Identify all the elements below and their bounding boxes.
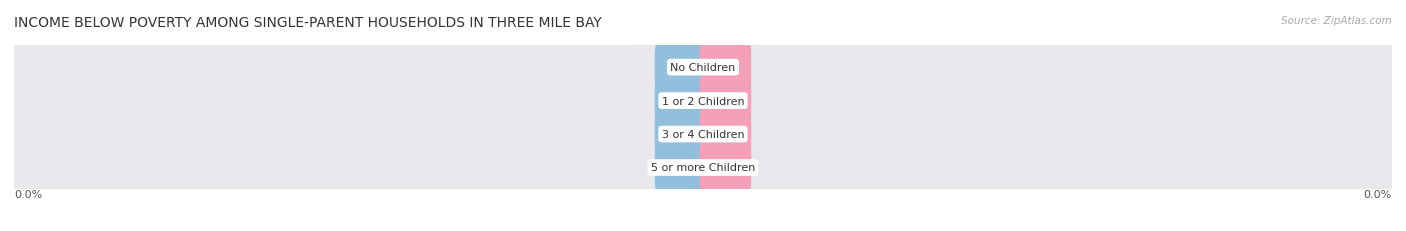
Text: 1 or 2 Children: 1 or 2 Children bbox=[662, 96, 744, 106]
Text: 0.0%: 0.0% bbox=[666, 130, 695, 140]
FancyBboxPatch shape bbox=[700, 108, 751, 161]
FancyBboxPatch shape bbox=[700, 141, 751, 195]
Text: 5 or more Children: 5 or more Children bbox=[651, 163, 755, 173]
FancyBboxPatch shape bbox=[4, 105, 1402, 230]
FancyBboxPatch shape bbox=[4, 72, 1402, 197]
Text: 0.0%: 0.0% bbox=[666, 163, 695, 173]
FancyBboxPatch shape bbox=[655, 75, 706, 128]
FancyBboxPatch shape bbox=[700, 41, 751, 94]
FancyBboxPatch shape bbox=[655, 41, 706, 94]
Text: No Children: No Children bbox=[671, 63, 735, 73]
FancyBboxPatch shape bbox=[655, 108, 706, 161]
Text: INCOME BELOW POVERTY AMONG SINGLE-PARENT HOUSEHOLDS IN THREE MILE BAY: INCOME BELOW POVERTY AMONG SINGLE-PARENT… bbox=[14, 16, 602, 30]
FancyBboxPatch shape bbox=[4, 39, 1402, 164]
Text: 0.0%: 0.0% bbox=[711, 96, 740, 106]
Text: 0.0%: 0.0% bbox=[666, 96, 695, 106]
Text: 0.0%: 0.0% bbox=[14, 189, 42, 199]
Text: 0.0%: 0.0% bbox=[711, 130, 740, 140]
Text: 0.0%: 0.0% bbox=[711, 163, 740, 173]
FancyBboxPatch shape bbox=[655, 141, 706, 195]
Text: 0.0%: 0.0% bbox=[711, 63, 740, 73]
Text: 0.0%: 0.0% bbox=[666, 63, 695, 73]
Text: 3 or 4 Children: 3 or 4 Children bbox=[662, 130, 744, 140]
FancyBboxPatch shape bbox=[4, 5, 1402, 131]
FancyBboxPatch shape bbox=[700, 75, 751, 128]
Text: Source: ZipAtlas.com: Source: ZipAtlas.com bbox=[1281, 16, 1392, 26]
Text: 0.0%: 0.0% bbox=[1364, 189, 1392, 199]
